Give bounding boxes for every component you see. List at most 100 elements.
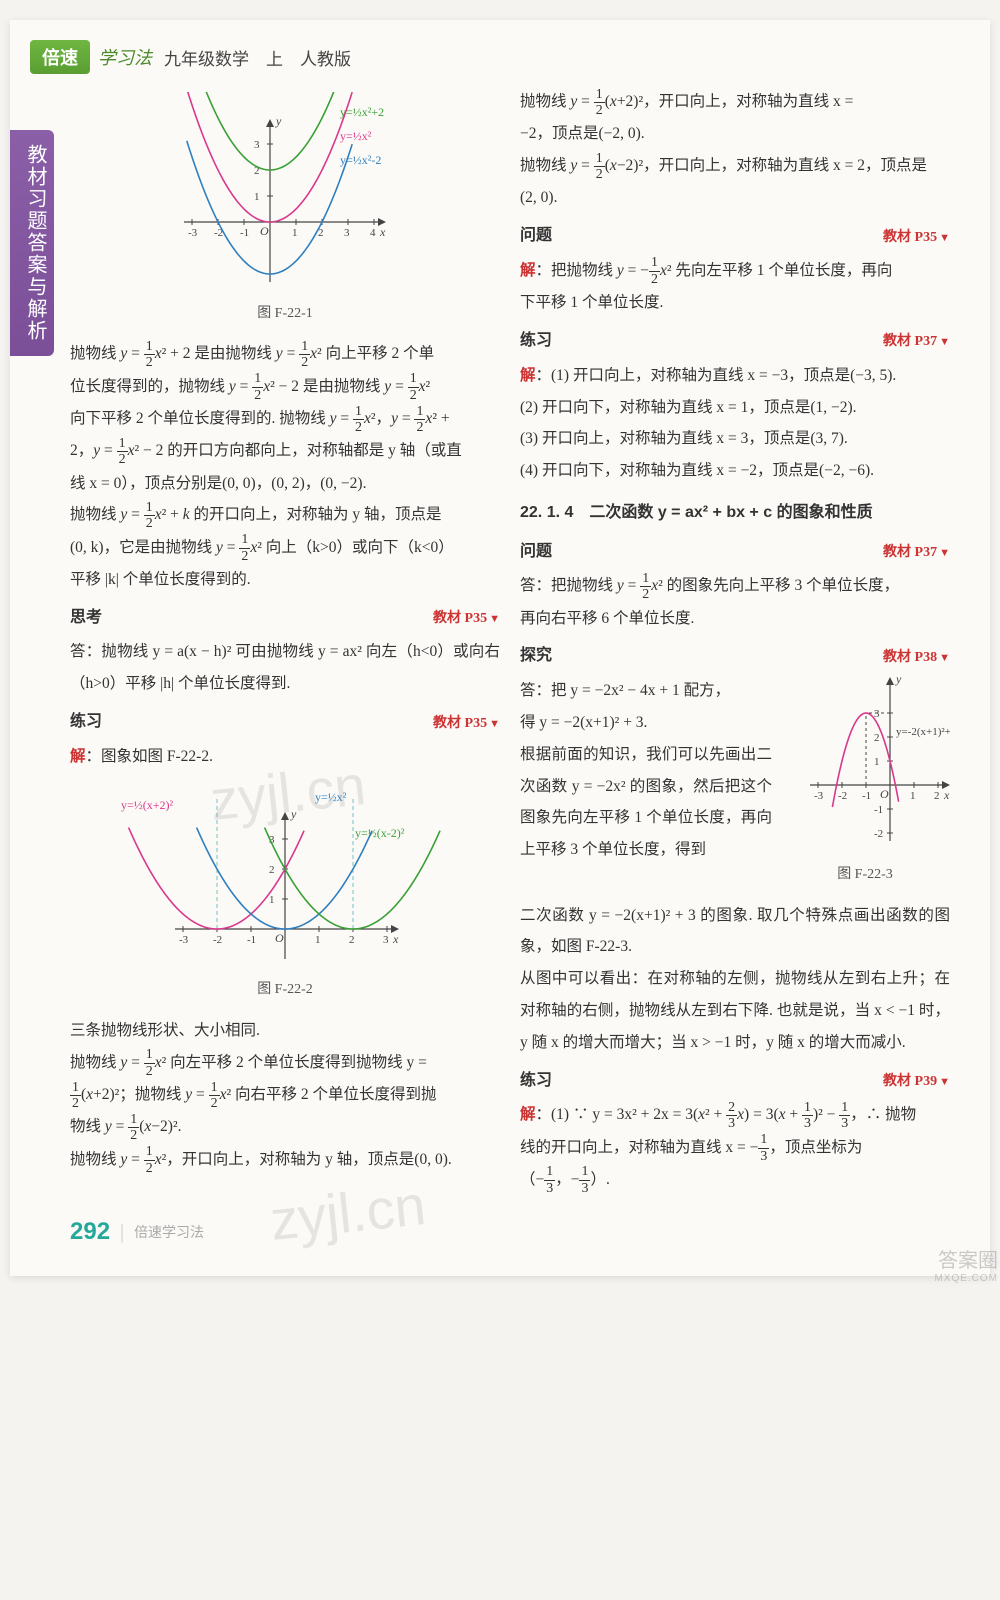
footer-text: 倍速学习法 [134, 1222, 204, 1242]
svg-text:3: 3 [254, 139, 260, 151]
svg-text:3: 3 [344, 227, 350, 239]
body-text: 根据前面的知识，我们可以先画出二次函数 y = −2x² 的图象，然后把这个图象… [520, 739, 772, 866]
header-sub: 学习法 [98, 44, 152, 70]
section-ref: 教材 P35 [433, 716, 487, 731]
body-text: 抛物线 y = 12x² 向左平移 2 个单位长度得到抛物线 y = [70, 1047, 500, 1079]
svg-text:2: 2 [269, 864, 275, 876]
body-text: 平移 |k| 个单位长度得到的. [70, 564, 500, 596]
section-sikao: 思考 教材 P35▼ [70, 602, 500, 635]
svg-text:-1: -1 [862, 790, 871, 802]
corner-badge: 答案圈 MXQE.COM [934, 1244, 998, 1284]
svg-text:y=½x²: y=½x² [340, 129, 372, 143]
body-text: 线 x = 0），顶点分别是(0, 0)，(0, 2)，(0, −2). [70, 468, 500, 500]
page-number: 292 [70, 1218, 110, 1246]
body-text: (2) 开口向下，对称轴为直线 x = 1，顶点是(1, −2). [520, 392, 950, 424]
body-text: (2, 0). [520, 182, 950, 214]
svg-text:-2: -2 [213, 934, 222, 946]
body-text: (4) 开口向下，对称轴为直线 x = −2，顶点是(−2, −6). [520, 455, 950, 487]
section-label: 问题 [520, 536, 552, 569]
body-text: 答：抛物线 y = a(x − h)² 可由抛物线 y = ax² 向左（h<0… [70, 636, 500, 700]
svg-text:x: x [379, 225, 386, 239]
side-tab: 教材习题答案与解析 [10, 130, 54, 356]
svg-text:1: 1 [292, 227, 298, 239]
right-column: 抛物线 y = 12(x+2)²，开口向上，对称轴为直线 x = −2，顶点是(… [520, 86, 950, 1196]
body-text: （−13，−13）. [520, 1164, 950, 1196]
svg-text:O: O [260, 224, 269, 238]
body-text: 抛物线 y = 12x² + k 的开口向上，对称轴为 y 轴，顶点是 [70, 499, 500, 531]
svg-text:O: O [275, 931, 284, 945]
svg-text:y: y [895, 675, 902, 686]
section-label: 练习 [520, 1065, 552, 1098]
header: 倍速 学习法 九年级数学 上 人教版 [30, 40, 970, 74]
body-text: 抛物线 y = 12(x−2)²，开口向上，对称轴为直线 x = 2，顶点是 [520, 150, 950, 182]
body-text: 答：把 y = −2x² − 4x + 1 配方， [520, 675, 772, 707]
svg-text:y=½x²-2: y=½x²-2 [340, 153, 381, 167]
body-text: 解：图象如图 F-22-2. [70, 741, 500, 773]
svg-text:3: 3 [874, 708, 880, 720]
body-text: 抛物线 y = 12x² + 2 是由抛物线 y = 12x² 向上平移 2 个… [70, 338, 500, 370]
section-label: 练习 [520, 325, 552, 358]
body-text: 解：(1) ∵ y = 3x² + 2x = 3(x² + 23x) = 3(x… [520, 1099, 950, 1131]
svg-text:y: y [290, 807, 297, 821]
figure-1: Oxy-3-2-11234123y=½x²+2y=½x²y=½x²-2 [70, 92, 500, 294]
body-text: 2，y = 12x² − 2 的开口方向都向上，对称轴都是 y 轴（或直 [70, 435, 500, 467]
body-text: (3) 开口向上，对称轴为直线 x = 3，顶点是(3, 7). [520, 423, 950, 455]
figure-2-label: 图 F-22-2 [70, 976, 500, 1005]
section-label: 问题 [520, 220, 552, 253]
section-wenti: 问题 教材 P35▼ [520, 220, 950, 253]
section-label: 探究 [520, 640, 552, 673]
svg-text:y=-2(x+1)²+3: y=-2(x+1)²+3 [896, 726, 950, 738]
explore-block: 答：把 y = −2x² − 4x + 1 配方， 得 y = −2(x+1)²… [520, 675, 950, 899]
svg-text:x: x [392, 932, 399, 946]
header-badge: 倍速 [30, 40, 90, 74]
figure-3: Oxy-3-2-112-1-2123y=-2(x+1)²+3 图 F-22-3 [780, 675, 950, 899]
svg-text:1: 1 [874, 756, 880, 768]
section-lianxi: 练习 教材 P35▼ [70, 706, 500, 739]
svg-text:-2: -2 [874, 828, 883, 840]
body-text: 二次函数 y = −2(x+1)² + 3 的图象. 取几个特殊点画出函数的图象… [520, 900, 950, 964]
body-text: 抛物线 y = 12x²，开口向上，对称轴为 y 轴，顶点是(0, 0). [70, 1144, 500, 1176]
left-column: Oxy-3-2-11234123y=½x²+2y=½x²y=½x²-2 图 F-… [70, 86, 500, 1196]
section-ref: 教材 P35 [433, 611, 487, 626]
svg-text:O: O [880, 787, 889, 801]
body-text: −2，顶点是(−2, 0). [520, 118, 950, 150]
section-label: 思考 [70, 602, 102, 635]
body-text: 物线 y = 12(x−2)². [70, 1111, 500, 1143]
body-text: 下平移 1 个单位长度. [520, 287, 950, 319]
section-ref: 教材 P37 [883, 334, 937, 349]
section-wenti: 问题 教材 P37▼ [520, 536, 950, 569]
svg-text:-1: -1 [240, 227, 249, 239]
svg-text:-1: -1 [874, 804, 883, 816]
body-text: 抛物线 y = 12(x+2)²，开口向上，对称轴为直线 x = [520, 86, 950, 118]
body-text: 三条抛物线形状、大小相同. [70, 1015, 500, 1047]
section-ref: 教材 P39 [883, 1074, 937, 1089]
body-text: 向下平移 2 个单位长度得到的. 抛物线 y = 12x²，y = 12x² + [70, 403, 500, 435]
figure-3-label: 图 F-22-3 [780, 861, 950, 890]
svg-text:1: 1 [315, 934, 321, 946]
svg-text:1: 1 [910, 790, 916, 802]
columns: Oxy-3-2-11234123y=½x²+2y=½x²y=½x²-2 图 F-… [70, 86, 970, 1196]
body-text: 答：把抛物线 y = 12x² 的图象先向上平移 3 个单位长度， [520, 570, 950, 602]
body-text: 得 y = −2(x+1)² + 3. [520, 707, 772, 739]
section-ref: 教材 P37 [883, 545, 937, 560]
section-label: 练习 [70, 706, 102, 739]
body-text: 解：(1) 开口向上，对称轴为直线 x = −3，顶点是(−3, 5). [520, 360, 950, 392]
section-ref: 教材 P35 [883, 230, 937, 245]
svg-text:4: 4 [370, 227, 376, 239]
svg-text:2: 2 [874, 732, 880, 744]
section-lianxi: 练习 教材 P39▼ [520, 1065, 950, 1098]
body-text: 位长度得到的，抛物线 y = 12x² − 2 是由抛物线 y = 12x² [70, 371, 500, 403]
section-tanjiu: 探究 教材 P38▼ [520, 640, 950, 673]
svg-text:1: 1 [254, 191, 260, 203]
body-text: 线的开口向上，对称轴为直线 x = −13，顶点坐标为 [520, 1132, 950, 1164]
body-text: (0, k)，它是由抛物线 y = 12x² 向上（k>0）或向下（k<0） [70, 532, 500, 564]
svg-text:y: y [275, 114, 282, 128]
svg-text:y=½x²: y=½x² [315, 790, 347, 804]
header-grade: 九年级数学 上 人教版 [164, 45, 351, 70]
body-text: 12(x+2)²；抛物线 y = 12x² 向右平移 2 个单位长度得到抛 [70, 1079, 500, 1111]
svg-text:2: 2 [349, 934, 355, 946]
svg-text:x: x [943, 788, 950, 802]
figure-2: Oxy-3-2-1123123y=½(x+2)²y=½x²y=½(x-2)² [70, 779, 500, 971]
footer: 292 | 倍速学习法 [70, 1218, 970, 1246]
figure-1-label: 图 F-22-1 [70, 300, 500, 329]
